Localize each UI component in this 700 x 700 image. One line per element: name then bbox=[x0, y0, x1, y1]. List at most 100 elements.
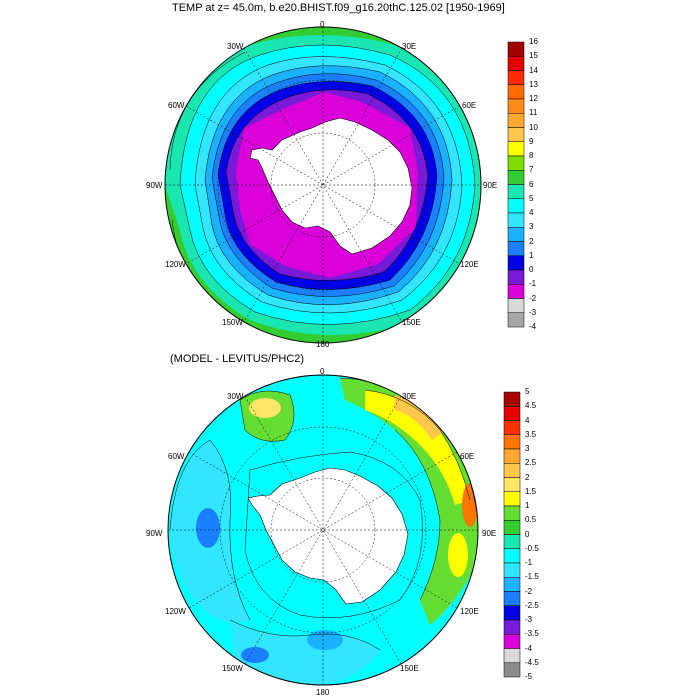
bottom-lon-label: 150E bbox=[400, 664, 419, 673]
bottom-colorbar-tick-label: -4 bbox=[525, 643, 533, 653]
bottom-colorbar-tick-label: -2.5 bbox=[525, 600, 539, 610]
bottom-colorbar-swatch bbox=[503, 619, 521, 635]
bottom-lon-label: 180 bbox=[316, 688, 330, 697]
bottom-lon-label: 90W bbox=[146, 529, 163, 538]
top-colorbar-tick-label: 12 bbox=[529, 94, 538, 103]
top-colorbar-swatch bbox=[507, 141, 525, 157]
bottom-colorbar-tick-label: -4.5 bbox=[525, 657, 539, 667]
top-lon-label: 150E bbox=[402, 318, 421, 327]
top-colorbar-swatch bbox=[507, 41, 525, 57]
top-panel-title: TEMP at z= 45.0m, b.e20.BHIST.f09_g16.20… bbox=[172, 2, 505, 14]
top-lon-label: 30E bbox=[402, 42, 417, 51]
bottom-colorbar-swatch bbox=[503, 491, 521, 507]
bottom-lon-label: 120W bbox=[165, 607, 186, 616]
bottom-lon-label: 30E bbox=[402, 392, 417, 401]
top-colorbar-swatch bbox=[507, 155, 525, 171]
top-colorbar-swatch bbox=[507, 269, 525, 285]
bottom-colorbar-tick-label: -1 bbox=[525, 558, 533, 567]
bottom-cool-south bbox=[230, 620, 380, 685]
bottom-lon-label: 60E bbox=[460, 452, 475, 461]
top-colorbar-tick-label: 0 bbox=[529, 265, 534, 274]
bottom-lon-label: 30W bbox=[227, 392, 244, 401]
bottom-colorbar-tick-label: 0.5 bbox=[525, 515, 537, 525]
top-lon-label: 120W bbox=[165, 260, 186, 269]
bottom-colorbar-tick-label: 2 bbox=[525, 472, 530, 482]
bottom-colorbar-tick-label: 4 bbox=[525, 415, 530, 425]
bottom-cold-blob bbox=[196, 508, 220, 548]
bottom-colorbar-swatch bbox=[503, 520, 521, 535]
top-colorbar-swatch bbox=[507, 298, 525, 313]
bottom-cold-south bbox=[241, 647, 269, 663]
top-colorbar-tick-label: -3 bbox=[529, 307, 537, 317]
top-colorbar-tick-label: 15 bbox=[529, 51, 538, 61]
bottom-warm-patch-east bbox=[448, 533, 468, 577]
bottom-warm-orange bbox=[395, 395, 445, 440]
top-colorbar-swatch bbox=[507, 227, 525, 242]
bottom-cold-south-2 bbox=[307, 630, 343, 650]
top-colorbar bbox=[507, 41, 525, 328]
bottom-colorbar-tick-label: 2.5 bbox=[525, 458, 537, 468]
bottom-map-border bbox=[167, 374, 479, 686]
top-lon-label: 60E bbox=[462, 101, 477, 110]
top-colorbar-tick-label: 7 bbox=[529, 165, 534, 175]
bottom-colorbar-swatch bbox=[503, 648, 521, 663]
bottom-colorbar-swatch bbox=[503, 634, 521, 649]
bottom-colorbar-tick-label: -1.5 bbox=[525, 572, 539, 582]
bottom-colorbar-swatch bbox=[503, 562, 521, 578]
top-colorbar-tick-label: 2 bbox=[529, 236, 534, 246]
top-lon-label: 60W bbox=[168, 101, 185, 110]
top-colorbar-swatch bbox=[507, 284, 525, 299]
bottom-lon-label: 0 bbox=[320, 367, 325, 376]
bottom-colorbar-swatch bbox=[503, 391, 521, 407]
top-colorbar-tick-label: 8 bbox=[529, 151, 534, 160]
bottom-lon-label: 120E bbox=[460, 607, 479, 616]
bottom-colorbar-tick-label: 5 bbox=[525, 387, 530, 396]
bottom-colorbar-swatch bbox=[503, 434, 521, 450]
bottom-graticule bbox=[168, 375, 478, 685]
top-colorbar-swatch bbox=[507, 312, 525, 328]
bottom-colorbar-swatch bbox=[503, 448, 521, 464]
top-colorbar-swatch bbox=[507, 127, 525, 142]
bottom-colorbar-swatch bbox=[503, 548, 521, 564]
bottom-colorbar-swatch bbox=[503, 406, 521, 421]
bottom-colorbar-tick-label: 4.5 bbox=[525, 401, 537, 411]
top-colorbar-swatch bbox=[507, 98, 525, 114]
top-lon-label: 150W bbox=[222, 318, 243, 327]
top-graticule bbox=[165, 27, 481, 343]
bottom-colorbar-tick-label: -0.5 bbox=[525, 543, 539, 553]
top-colorbar-tick-label: 4 bbox=[529, 208, 534, 217]
bottom-yellow-30w bbox=[249, 398, 281, 418]
top-colorbar-swatch bbox=[507, 198, 525, 214]
top-colorbar-tick-label: 9 bbox=[529, 136, 534, 146]
bottom-colorbar-tick-label: -3.5 bbox=[525, 629, 539, 639]
top-colorbar-tick-label: 6 bbox=[529, 179, 534, 189]
bottom-colorbar-swatch bbox=[503, 591, 521, 606]
bottom-lon-label: 150W bbox=[222, 664, 243, 673]
top-colorbar-swatch bbox=[507, 113, 525, 128]
bottom-polar-map bbox=[168, 375, 478, 685]
top-lon-label: 90W bbox=[146, 181, 163, 190]
bottom-antarctica-land bbox=[247, 467, 409, 605]
top-colorbar-swatch bbox=[507, 212, 525, 228]
bottom-colorbar-swatch bbox=[503, 577, 521, 592]
bottom-colorbar-tick-label: 3 bbox=[525, 444, 530, 453]
bottom-colorbar-tick-label: 0 bbox=[525, 529, 530, 539]
top-lon-label: 90E bbox=[483, 181, 498, 190]
bottom-colorbar-swatch bbox=[503, 420, 521, 435]
top-colorbar-tick-label: 5 bbox=[529, 193, 534, 203]
bottom-lon-label: 90E bbox=[482, 529, 497, 538]
top-colorbar-swatch bbox=[507, 170, 525, 185]
bottom-colorbar-tick-label: 3.5 bbox=[525, 429, 537, 439]
top-colorbar-tick-label: 16 bbox=[529, 37, 538, 46]
top-colorbar-tick-label: -1 bbox=[529, 279, 537, 289]
top-antarctica-land bbox=[249, 117, 413, 255]
top-lon-label: 0 bbox=[320, 20, 325, 29]
bottom-colorbar-tick-label: 1 bbox=[525, 501, 530, 510]
top-colorbar-tick-label: 13 bbox=[529, 79, 538, 89]
bottom-colorbar-tick-label: 1.5 bbox=[525, 486, 537, 496]
top-lon-label: 30W bbox=[227, 42, 244, 51]
bottom-colorbar-swatch bbox=[503, 534, 521, 549]
bottom-colorbar-tick-label: -5 bbox=[525, 672, 533, 681]
top-colorbar-swatch bbox=[507, 56, 525, 71]
